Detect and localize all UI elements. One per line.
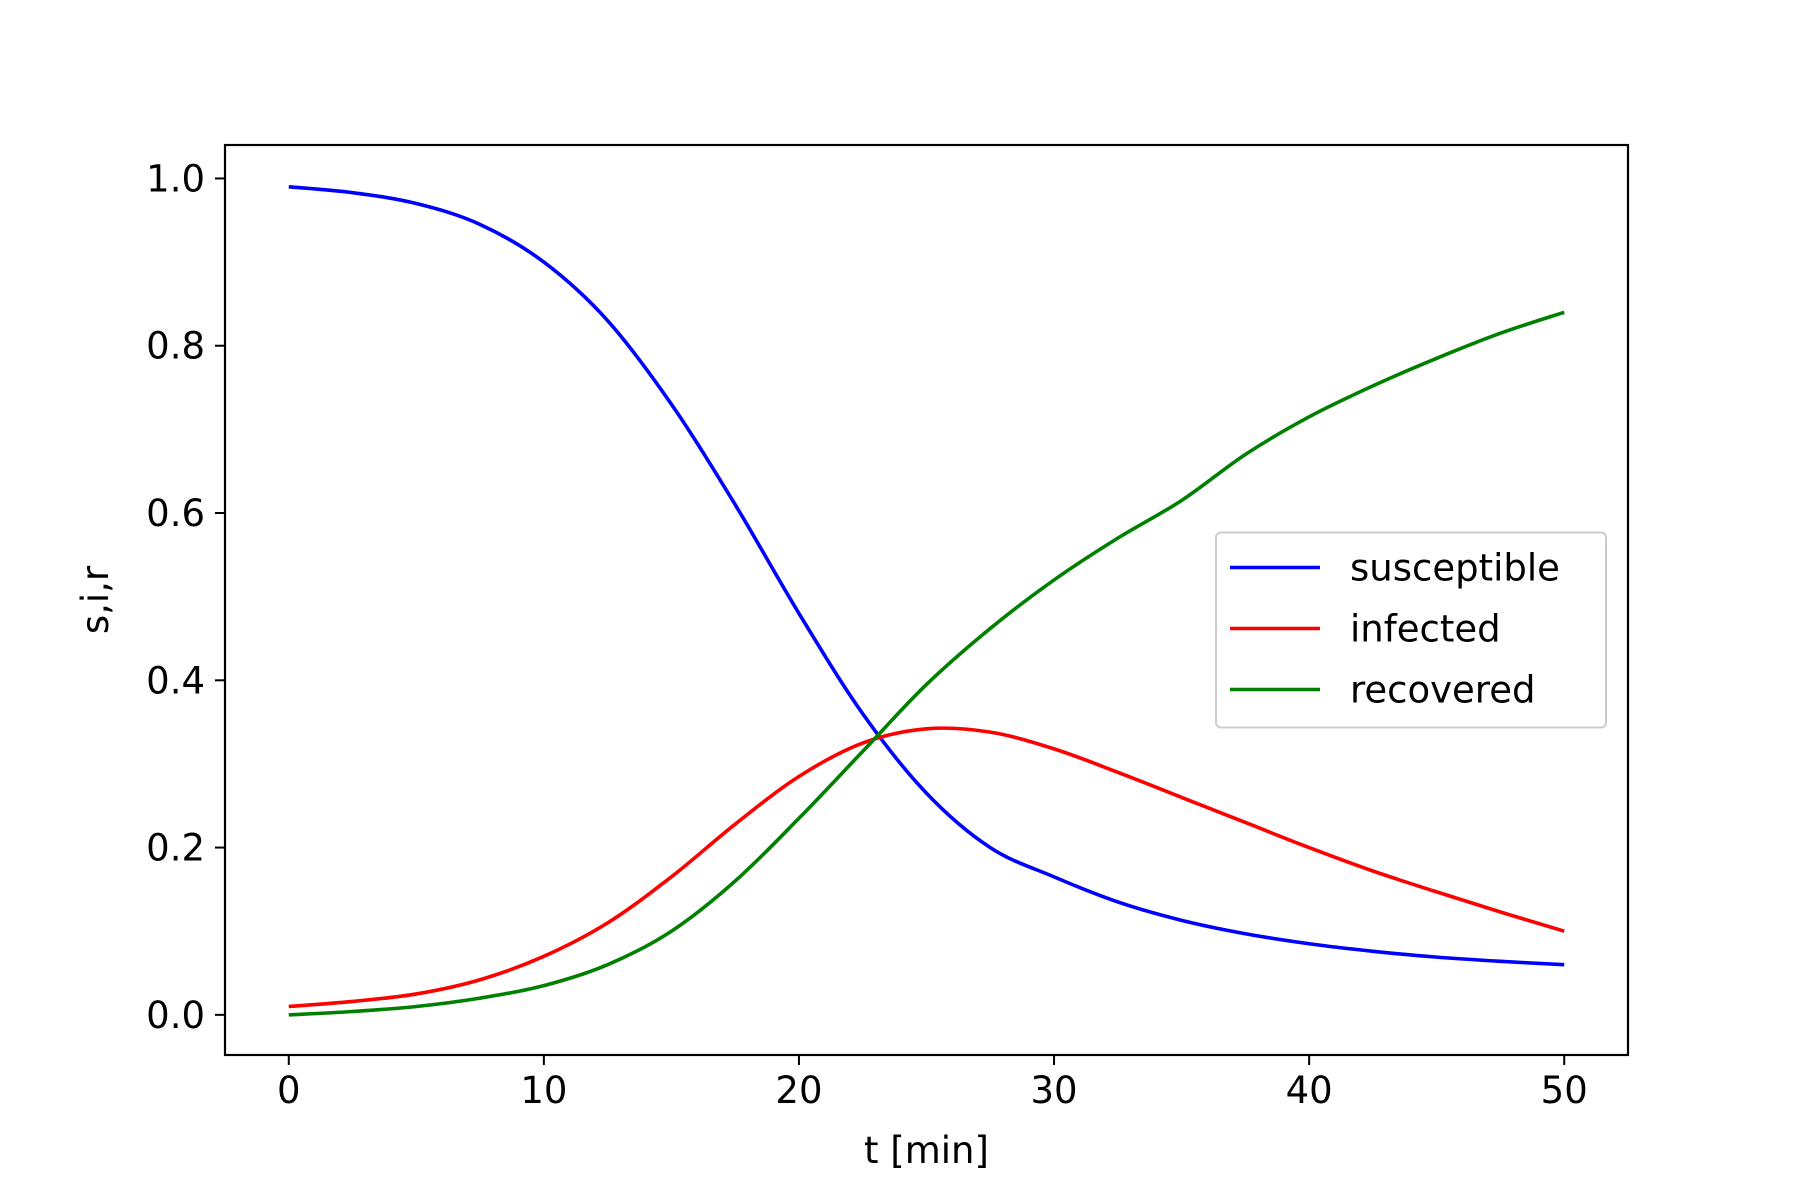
legend-label-recovered: recovered bbox=[1350, 669, 1535, 712]
series-line-susceptible bbox=[288, 185, 1565, 967]
y-axis-ticks: 0.0 0.2 0.4 0.6 0.8 1.0 bbox=[146, 157, 225, 1037]
x-tick-label: 40 bbox=[1286, 1069, 1333, 1112]
x-tick-label: 10 bbox=[520, 1069, 567, 1112]
legend-label-infected: infected bbox=[1350, 608, 1501, 651]
x-tick-label: 20 bbox=[775, 1069, 822, 1112]
y-axis-label: s,i,r bbox=[74, 565, 117, 634]
x-tick-label: 50 bbox=[1541, 1069, 1588, 1112]
y-tick-label: 1.0 bbox=[146, 157, 205, 200]
series-line-infected bbox=[288, 726, 1565, 1009]
y-tick-label: 0.4 bbox=[146, 659, 205, 702]
x-axis-label: t [min] bbox=[864, 1129, 989, 1172]
y-tick-label: 0.8 bbox=[146, 325, 205, 368]
series-line-recovered bbox=[288, 310, 1565, 1017]
x-axis-ticks: 0 10 20 30 40 50 bbox=[277, 1055, 1588, 1112]
x-tick-label: 30 bbox=[1030, 1069, 1077, 1112]
y-tick-label: 0.2 bbox=[146, 827, 205, 870]
legend-box bbox=[1215, 531, 1607, 729]
x-tick-label: 0 bbox=[277, 1069, 301, 1112]
y-tick-label: 0.6 bbox=[146, 492, 205, 535]
y-tick-label: 0.0 bbox=[146, 994, 205, 1037]
legend: susceptible infected recovered bbox=[1215, 531, 1607, 729]
data-series bbox=[288, 185, 1565, 1017]
plot-frame bbox=[223, 143, 1630, 1057]
legend-label-susceptible: susceptible bbox=[1350, 547, 1560, 590]
